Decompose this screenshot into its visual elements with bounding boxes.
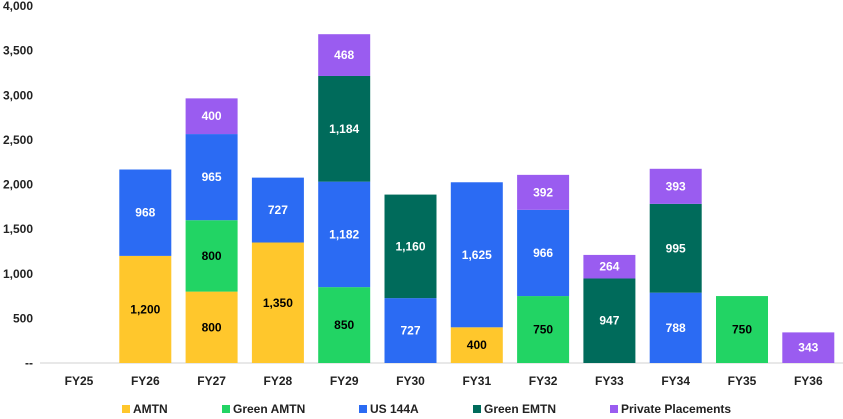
legend-swatch xyxy=(610,405,618,413)
data-label: 727 xyxy=(268,203,288,217)
y-tick-label: 2,000 xyxy=(3,178,33,192)
bar-segment xyxy=(318,287,371,363)
data-label: 400 xyxy=(467,338,487,352)
bar-segment xyxy=(185,291,238,363)
x-tick-label: FY26 xyxy=(131,374,160,388)
y-tick-label: -- xyxy=(25,356,33,370)
x-tick-label: FY35 xyxy=(728,374,757,388)
legend-label: AMTN xyxy=(133,402,168,416)
y-tick-label: 3,000 xyxy=(3,88,33,102)
data-label: 392 xyxy=(533,185,553,199)
data-label: 393 xyxy=(666,179,686,193)
bar-segment xyxy=(119,169,172,256)
data-label: 400 xyxy=(202,109,222,123)
bar-segment xyxy=(716,296,768,363)
bar-segment xyxy=(251,177,304,243)
bar-segment xyxy=(649,203,702,293)
bar-segment xyxy=(384,298,437,363)
bar-segment xyxy=(185,134,238,221)
legend-label: Green AMTN xyxy=(233,402,305,416)
data-label: 750 xyxy=(533,323,553,337)
x-tick-label: FY27 xyxy=(197,374,226,388)
data-label: 1,184 xyxy=(329,122,359,136)
bar-segment xyxy=(450,327,503,363)
legend-swatch xyxy=(122,405,130,413)
bar-segment xyxy=(318,75,371,182)
legend-item: Private Placements xyxy=(610,402,731,416)
data-label: 800 xyxy=(202,320,222,334)
y-tick-label: 3,500 xyxy=(3,44,33,58)
data-label: 343 xyxy=(798,341,818,355)
bar-segment xyxy=(517,209,570,297)
bars: 1,200 968 800 800 965 400 1,350 727 850 1,182 1,18… xyxy=(119,34,835,363)
bar-segment xyxy=(384,194,437,299)
y-tick-label: 4,000 xyxy=(3,0,33,13)
legend-label: Private Placements xyxy=(621,402,731,416)
legend-label: Green EMTN xyxy=(484,402,556,416)
y-tick-label: 1,000 xyxy=(3,267,33,281)
data-label: 750 xyxy=(732,323,752,337)
data-label: 264 xyxy=(599,260,619,274)
data-label: 850 xyxy=(334,318,354,332)
legend-item: AMTN xyxy=(122,402,168,416)
bar-segment xyxy=(251,242,304,363)
x-tick-label: FY36 xyxy=(794,374,823,388)
legend-swatch xyxy=(473,405,481,413)
bar-segment xyxy=(185,220,238,292)
x-tick-label: FY30 xyxy=(396,374,425,388)
y-tick-label: 2,500 xyxy=(3,133,33,147)
data-label: 995 xyxy=(666,241,686,255)
x-tick-label: FY33 xyxy=(595,374,624,388)
data-label: 1,160 xyxy=(395,239,425,253)
data-label: 947 xyxy=(599,314,619,328)
x-axis: FY25 FY26 FY27 FY28 FY29 FY30 FY31 FY32 FY33 FY34… xyxy=(40,362,843,388)
legend-item: Green EMTN xyxy=(473,402,556,416)
bar-segment xyxy=(450,182,503,328)
data-label: 965 xyxy=(202,170,222,184)
x-tick-label: FY32 xyxy=(529,374,558,388)
legend-item: Green AMTN xyxy=(222,402,305,416)
y-axis: -- 500 1,000 1,500 2,000 2,500 3,000 3,500 4,000 xyxy=(3,0,33,370)
legend-item: US 144A xyxy=(359,402,419,416)
bar-segment xyxy=(318,34,371,76)
bar-segment xyxy=(318,181,371,288)
legend: AMTN Green AMTN US 144A Green EMTN Private P… xyxy=(122,402,731,416)
x-tick-label: FY29 xyxy=(330,374,359,388)
data-label: 968 xyxy=(135,206,155,220)
x-tick-label: FY34 xyxy=(661,374,690,388)
x-tick-label: FY28 xyxy=(264,374,293,388)
data-label: 1,625 xyxy=(462,248,492,262)
bar-segment xyxy=(185,98,238,135)
y-tick-label: 500 xyxy=(13,311,33,325)
legend-label: US 144A xyxy=(370,402,419,416)
bar-segment xyxy=(517,296,570,363)
bar-segment xyxy=(782,332,835,363)
data-label: 966 xyxy=(533,246,553,260)
x-tick-label: FY25 xyxy=(65,374,94,388)
data-label: 1,200 xyxy=(130,302,160,316)
data-label: 788 xyxy=(666,321,686,335)
bar-segment xyxy=(649,292,702,363)
x-tick-label: FY31 xyxy=(462,374,491,388)
data-label: 800 xyxy=(202,249,222,263)
bar-segment xyxy=(649,168,702,204)
data-label: 468 xyxy=(334,48,354,62)
legend-swatch xyxy=(359,405,367,413)
data-label: 1,182 xyxy=(329,227,359,241)
bar-segment xyxy=(583,278,636,363)
data-label: 1,350 xyxy=(263,296,293,310)
data-label: 727 xyxy=(400,324,420,338)
legend-swatch xyxy=(222,405,230,413)
y-tick-label: 1,500 xyxy=(3,222,33,236)
bar-segment xyxy=(119,255,172,363)
bar-segment xyxy=(517,174,570,210)
bar-segment xyxy=(583,254,636,279)
